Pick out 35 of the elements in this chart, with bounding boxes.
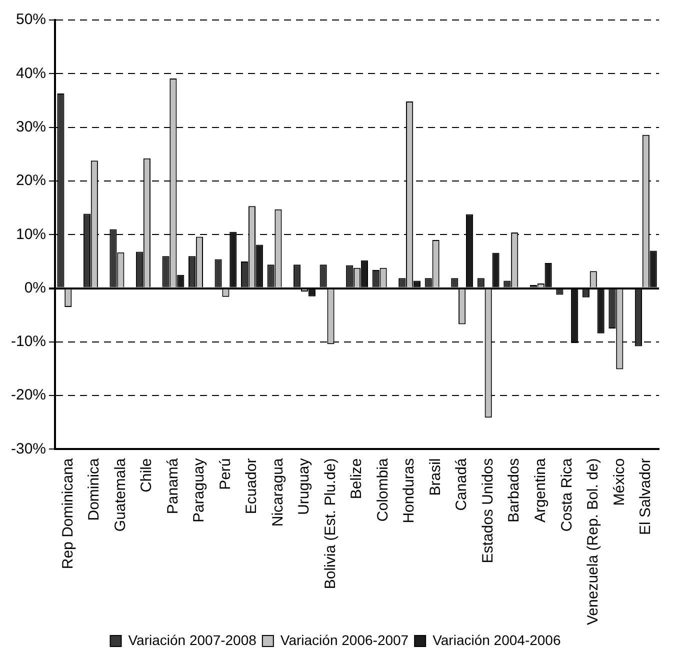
x-tick-label: Ecuador	[243, 458, 260, 514]
x-tick-label: Brasil	[426, 458, 444, 496]
x-tick-label: Paraguay	[190, 458, 208, 522]
y-tick-label: -30%	[10, 440, 46, 458]
x-tick-label: Perú	[216, 458, 234, 490]
x-tick-label: Panamá	[164, 458, 182, 514]
legend-label: Variación 2007-2008	[128, 632, 257, 648]
x-tick-label: Nicaragua	[269, 458, 286, 527]
y-tick-label: -10%	[10, 333, 46, 350]
x-tick-label: Colombia	[374, 458, 392, 522]
x-tick-label: Honduras	[400, 458, 418, 524]
x-tick-label: Venezuela (Rep. Bol. de)	[584, 458, 602, 626]
y-tick-label: 10%	[16, 226, 46, 243]
x-tick-label: El Salvador	[637, 458, 654, 535]
x-tick-label: Bolivia (Est. Plu.de)	[322, 458, 339, 590]
x-tick-label: Chile	[138, 458, 156, 492]
y-tick-label: 0%	[24, 279, 46, 296]
x-tick-label: Dominica	[86, 458, 103, 521]
x-tick-label: Estados Unidos	[479, 458, 496, 564]
y-tick-label: 30%	[16, 118, 46, 136]
x-tick-label: Barbados	[506, 458, 523, 522]
y-tick-label: -20%	[10, 386, 46, 404]
y-tick-label: 50%	[16, 11, 46, 28]
x-tick-label: Costa Rica	[558, 458, 576, 532]
legend-label: Variación 2004-2006	[432, 632, 561, 648]
x-tick-label: Belize	[348, 458, 366, 500]
x-tick-label: Uruguay	[296, 458, 313, 515]
x-tick-label: México	[610, 458, 628, 506]
x-tick-label: Argentina	[532, 458, 550, 522]
legend-label: Variación 2006-2007	[280, 632, 409, 648]
y-tick-label: 20%	[16, 172, 46, 190]
y-tick-label: 40%	[16, 64, 46, 82]
x-tick-label: Rep Dominicana	[59, 458, 76, 570]
x-tick-label: Canadá	[453, 458, 470, 511]
x-tick-label: Guatemala	[112, 458, 129, 532]
